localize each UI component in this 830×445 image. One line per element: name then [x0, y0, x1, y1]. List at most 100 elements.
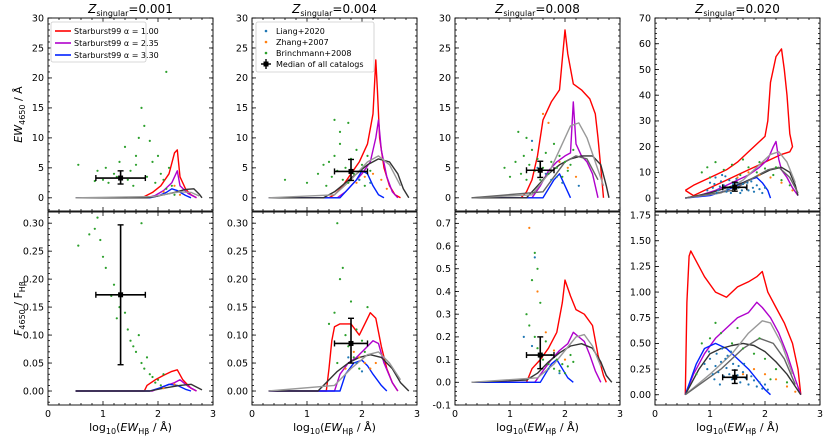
legend-swatch [264, 51, 268, 55]
x-tick-label: 1 [100, 409, 106, 420]
scatter-point [714, 364, 717, 368]
model-curve [684, 320, 794, 396]
scatter-point [729, 350, 733, 353]
scatter-point [358, 356, 361, 359]
scatter-point [700, 342, 703, 345]
scatter-point [344, 334, 347, 337]
y-tick-label: 0.00 [227, 386, 248, 397]
scatter-point [732, 182, 735, 186]
scatter-point [547, 367, 550, 370]
scatter-point [156, 378, 160, 381]
legend-label: Starburst99 α = 2.35 [74, 39, 159, 48]
scatter-point [715, 352, 718, 355]
scatter-point [347, 181, 350, 184]
y-tick-label: 0.1 [436, 355, 451, 366]
model-curve [685, 140, 799, 199]
scatter-point [750, 180, 753, 183]
scatter-point [736, 326, 739, 330]
scatter-point [721, 173, 724, 177]
model-curve [268, 170, 385, 199]
x-tick-label: 2 [359, 409, 365, 420]
scatter-point [333, 154, 336, 157]
scatter-point [358, 178, 361, 181]
legend-catalogs: Liang+2020 Zhang+2007 Brinchmann+2008 Media… [255, 21, 375, 73]
panel-bottom-0: 0.00 0.05 0.10 0.15 0.20 0.25 0.30 0 1 2 3 log10(EW… [23, 211, 216, 436]
scatter-point [758, 161, 761, 164]
scatter-point [794, 390, 797, 393]
scatter-point [159, 384, 162, 387]
scatter-point [112, 283, 116, 286]
scatter-point [574, 175, 578, 178]
scatter-point [369, 169, 372, 172]
scatter-point [758, 381, 761, 384]
scatter-point [714, 161, 717, 164]
scatter-point [508, 175, 512, 178]
scatter-point [747, 383, 750, 386]
scatter-point [713, 378, 716, 381]
scatter-point [752, 352, 756, 355]
scatter-point [755, 171, 758, 174]
y-tick-label: 30 [639, 116, 651, 127]
y-tick-label: 0.00 [630, 390, 651, 401]
y-tick-label: 50 [639, 65, 651, 76]
model-curve [471, 358, 574, 383]
median-marker [118, 292, 124, 298]
axes-frame [251, 17, 418, 212]
x-tick-label: 0 [652, 409, 658, 420]
scatter-point [718, 185, 722, 188]
scatter-point [561, 175, 564, 178]
y-tick-label: 0.6 [436, 241, 451, 252]
scatter-point [785, 381, 789, 384]
legend-swatch [264, 29, 268, 33]
y-tick-label: 20 [639, 142, 651, 153]
scatter-point [360, 163, 364, 166]
panel-top-1: 0 5 10 15 20 25 30 [236, 13, 418, 212]
scatter-point [780, 181, 783, 184]
model-curve [471, 333, 602, 383]
y-tick-label: 0.05 [23, 358, 44, 369]
scatter-point [533, 256, 536, 259]
x-tick-label: 2 [562, 409, 568, 420]
model-curve [684, 48, 794, 197]
scatter-point [366, 154, 369, 157]
scatter-point [552, 349, 556, 352]
scatter-point [713, 182, 716, 186]
scatter-point [758, 188, 761, 191]
scatter-point [706, 189, 709, 192]
y-tick-label: 15 [236, 103, 248, 114]
scatter-point [752, 368, 756, 371]
scatter-point [728, 373, 731, 376]
scatter-point [134, 163, 138, 166]
y-tick-label: 0.4 [436, 287, 451, 298]
scatter-point [126, 178, 129, 181]
scatter-point [544, 172, 547, 175]
scatter-point [322, 163, 325, 166]
model-curve [75, 170, 197, 199]
scatter-point [566, 169, 569, 172]
scatter-point [140, 106, 143, 109]
y-tick-label: 0 [645, 193, 651, 204]
scatter-point [544, 331, 547, 334]
scatter-point [761, 191, 764, 195]
scatter-point [162, 387, 165, 390]
scatter-point [711, 186, 714, 189]
legend-label: Median of all catalogs [276, 60, 364, 69]
x-tick-label: 2 [762, 409, 768, 420]
scatter-point [137, 136, 140, 139]
scatter-point [533, 335, 536, 338]
y-tick-label: 0.20 [227, 274, 248, 285]
legend-label: Liang+2020 [276, 27, 325, 36]
model-curve [268, 351, 402, 392]
median-marker [537, 352, 543, 358]
y-tick-label: 0.7 [436, 219, 451, 230]
scatter-point [118, 160, 121, 163]
scatter-point [352, 356, 355, 359]
scatter-point [162, 190, 165, 193]
scatter-point [706, 166, 709, 169]
scatter-point [561, 363, 564, 366]
scatter-point [170, 184, 173, 187]
scatter-point [552, 142, 556, 145]
scatter-point [347, 356, 350, 359]
scatter-point [539, 178, 542, 181]
scatter-point [550, 160, 553, 163]
